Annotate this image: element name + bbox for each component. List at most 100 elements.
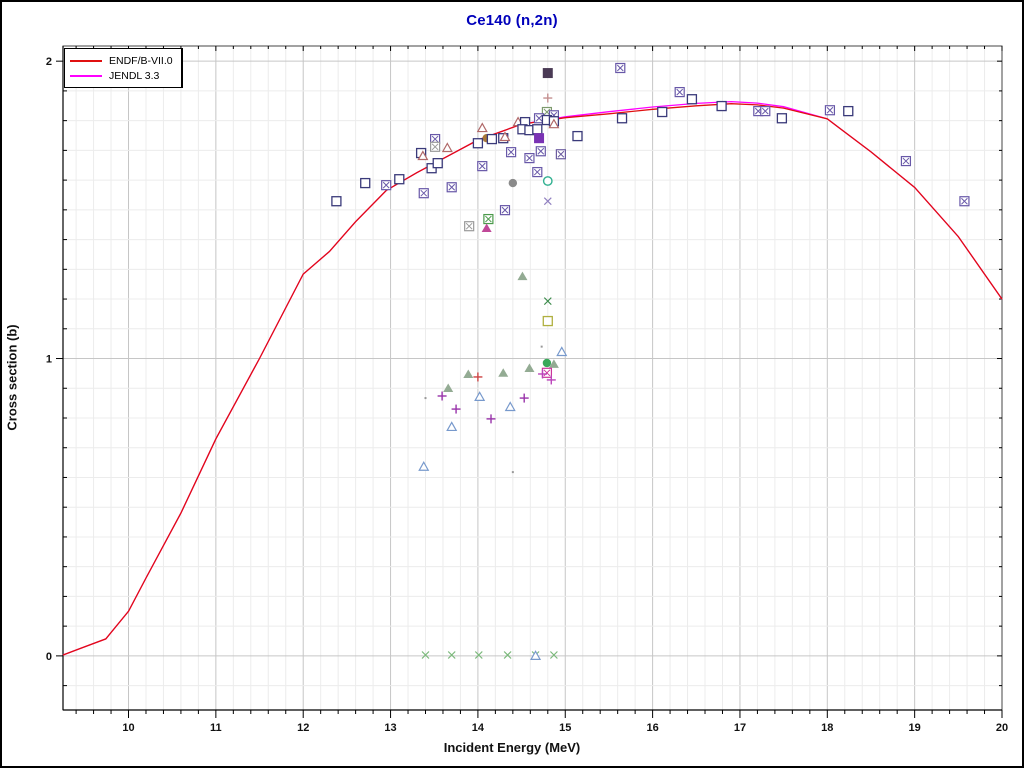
jendl-line-swatch xyxy=(70,74,102,77)
data-point-ftri xyxy=(443,383,454,392)
data-point-ftri xyxy=(463,369,474,378)
data-point-sq xyxy=(394,174,405,185)
data-point-xsq xyxy=(483,213,494,225)
data-point-plus xyxy=(538,369,548,379)
y-tick-label: 1 xyxy=(46,354,52,366)
data-point-xsq xyxy=(532,166,543,178)
endf-line-swatch xyxy=(70,59,102,62)
data-point-xsq xyxy=(541,367,553,378)
y-axis-title: Cross section (b) xyxy=(4,324,20,431)
x-tick-label: 15 xyxy=(559,722,571,734)
data-point-plus xyxy=(437,391,447,401)
data-point-xsq xyxy=(615,62,626,74)
data-point-xsq xyxy=(464,221,475,232)
data-point-sq xyxy=(616,113,628,124)
data-point-tri xyxy=(417,150,429,161)
data-point-sq xyxy=(686,94,698,105)
x-axis-title: Incident Energy (MeV) xyxy=(443,740,581,755)
data-point-tri xyxy=(530,650,542,660)
data-point-plus xyxy=(519,393,529,403)
x-tick-label: 17 xyxy=(734,722,746,734)
curve-endf-b-vii-0 xyxy=(62,103,1003,656)
data-point-x xyxy=(447,651,456,659)
data-point-xsq xyxy=(418,188,429,199)
data-point-x xyxy=(474,651,483,659)
data-point-tri xyxy=(474,391,486,401)
data-point-sq xyxy=(843,105,854,117)
data-point-xsq xyxy=(505,147,517,158)
data-point-tri xyxy=(499,131,511,142)
data-point-fcirc xyxy=(542,358,552,368)
data-point-sq xyxy=(716,100,727,112)
data-point-x xyxy=(421,651,430,659)
x-tick-label: 19 xyxy=(909,722,921,734)
data-point-tri xyxy=(556,346,568,357)
data-point-xsq xyxy=(674,86,685,98)
data-point-ftri xyxy=(524,363,535,373)
data-point-tri xyxy=(441,142,453,153)
legend-entry-jendl: JENDL 3.3 xyxy=(70,68,173,83)
data-point-xsq xyxy=(900,155,912,167)
data-point-tri xyxy=(418,461,430,471)
legend-label-jendl: JENDL 3.3 xyxy=(109,69,160,82)
x-tick-label: 16 xyxy=(646,722,658,734)
data-point-plus xyxy=(473,372,483,382)
curve-jendl-3-3 xyxy=(62,100,1003,656)
data-point-sq xyxy=(532,124,543,135)
data-point-x xyxy=(543,297,552,306)
data-point-circ xyxy=(542,176,553,186)
data-point-ftri xyxy=(481,223,492,232)
data-point-sq xyxy=(331,196,342,207)
x-tick-label: 10 xyxy=(122,722,134,734)
data-point-x xyxy=(549,651,558,659)
data-point-fcirc xyxy=(508,178,518,188)
data-point-tri xyxy=(504,401,516,412)
data-point-plus xyxy=(546,375,556,385)
data-point-xsq xyxy=(555,149,566,160)
data-point-xsq xyxy=(535,146,546,157)
data-point-fsq xyxy=(534,133,545,144)
x-tick-label: 20 xyxy=(996,722,1008,734)
y-tick-label: 2 xyxy=(46,56,52,68)
data-point-plus xyxy=(451,404,461,414)
plot-border xyxy=(62,45,1003,711)
data-point-ftri xyxy=(498,368,509,377)
data-point-sq xyxy=(472,138,484,149)
y-tick-label: 0 xyxy=(46,651,52,663)
data-point-xsq xyxy=(499,205,511,216)
data-point-sq xyxy=(360,177,371,189)
data-point-sq xyxy=(432,158,443,169)
x-tick-label: 13 xyxy=(384,722,396,734)
data-point-tri xyxy=(548,118,560,129)
data-point-xsq xyxy=(477,161,488,172)
data-point-dot xyxy=(540,345,543,348)
data-point-sq xyxy=(657,106,668,118)
data-point-xsq xyxy=(524,153,535,164)
data-point-sq xyxy=(486,133,498,145)
legend-entry-endf: ENDF/B-VII.0 xyxy=(70,53,173,68)
data-point-sq xyxy=(542,315,553,327)
data-point-x xyxy=(543,197,552,206)
data-point-xsq xyxy=(824,105,836,116)
x-tick-label: 14 xyxy=(472,722,485,734)
data-point-sq xyxy=(776,113,788,124)
data-point-dot xyxy=(424,397,427,400)
data-point-ftri xyxy=(548,359,559,368)
x-tick-label: 18 xyxy=(821,722,833,734)
data-point-ftri xyxy=(517,271,528,281)
data-point-plus xyxy=(543,93,553,103)
data-point-dot xyxy=(511,471,514,474)
data-point-xsq xyxy=(430,141,441,152)
data-point-xsq xyxy=(446,182,457,193)
data-point-sq xyxy=(572,130,583,142)
x-tick-label: 12 xyxy=(297,722,309,734)
legend-label-endf: ENDF/B-VII.0 xyxy=(109,54,173,67)
data-point-tri xyxy=(476,122,488,133)
data-point-xsq xyxy=(959,196,970,207)
x-tick-label: 11 xyxy=(210,722,222,734)
data-point-fsq xyxy=(542,68,553,79)
data-point-tri xyxy=(446,421,458,432)
legend: ENDF/B-VII.0 JENDL 3.3 xyxy=(64,48,183,88)
